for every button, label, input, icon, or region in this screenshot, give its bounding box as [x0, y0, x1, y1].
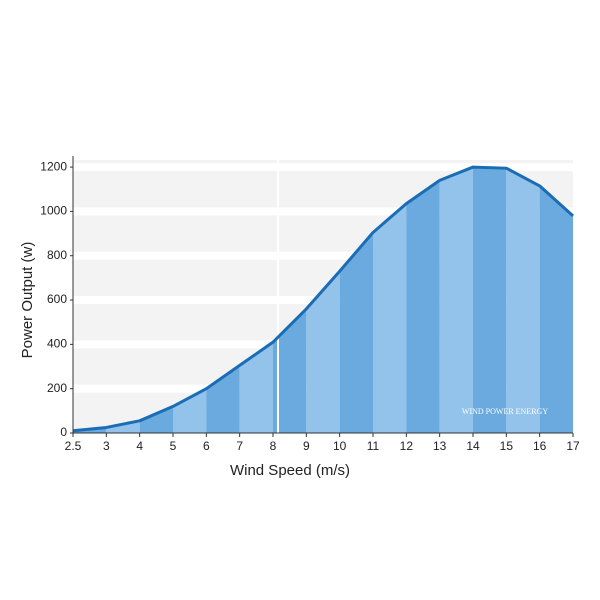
- y-tick-label: 400: [47, 337, 67, 351]
- y-tick-label: 200: [47, 381, 67, 395]
- y-axis-title: Power Output (w): [19, 242, 36, 359]
- x-tick-label: 9: [303, 439, 310, 453]
- x-tick-label: 3: [103, 439, 110, 453]
- y-tick-label: 1200: [40, 159, 67, 173]
- y-tick-label: 1000: [40, 204, 67, 218]
- area-stripe: [473, 167, 507, 433]
- area-stripe: [139, 406, 173, 433]
- x-tick-label: 7: [236, 439, 243, 453]
- area-stripe: [339, 232, 373, 433]
- grid-band: [73, 160, 573, 164]
- x-tick-label: 10: [333, 439, 347, 453]
- area-stripe: [373, 203, 407, 433]
- x-tick-label: 17: [566, 439, 580, 453]
- y-tick-label: 800: [47, 248, 67, 262]
- area-stripe: [239, 342, 273, 433]
- y-tick-label: 600: [47, 292, 67, 306]
- area-stripe: [506, 168, 540, 434]
- x-tick-label: 15: [500, 439, 514, 453]
- area-stripe: [273, 308, 307, 433]
- area-stripe: [539, 185, 573, 433]
- x-tick-label: 2.5: [65, 439, 82, 453]
- y-tick-label: 0: [60, 425, 67, 439]
- area-stripe: [306, 271, 340, 433]
- x-tick-label: 4: [136, 439, 143, 453]
- line: [72, 165, 575, 433]
- x-tick-label: 12: [400, 439, 414, 453]
- x-tick-label: 14: [466, 439, 480, 453]
- x-axis-title: Wind Speed (m/s): [230, 462, 350, 479]
- x-tick-label: 6: [203, 439, 210, 453]
- x-tick-label: 8: [270, 439, 277, 453]
- area-stripe: [406, 180, 440, 433]
- area-stripe: [206, 365, 240, 433]
- x-tick-label: 13: [433, 439, 447, 453]
- annotation: WIND POWER ENERGY: [462, 407, 548, 416]
- area-stripe: [173, 388, 207, 433]
- x-tick-label: 16: [533, 439, 547, 453]
- x-tick-label: 11: [367, 439, 380, 453]
- x-tick-label: 5: [170, 439, 177, 453]
- area-stripe: [439, 167, 473, 433]
